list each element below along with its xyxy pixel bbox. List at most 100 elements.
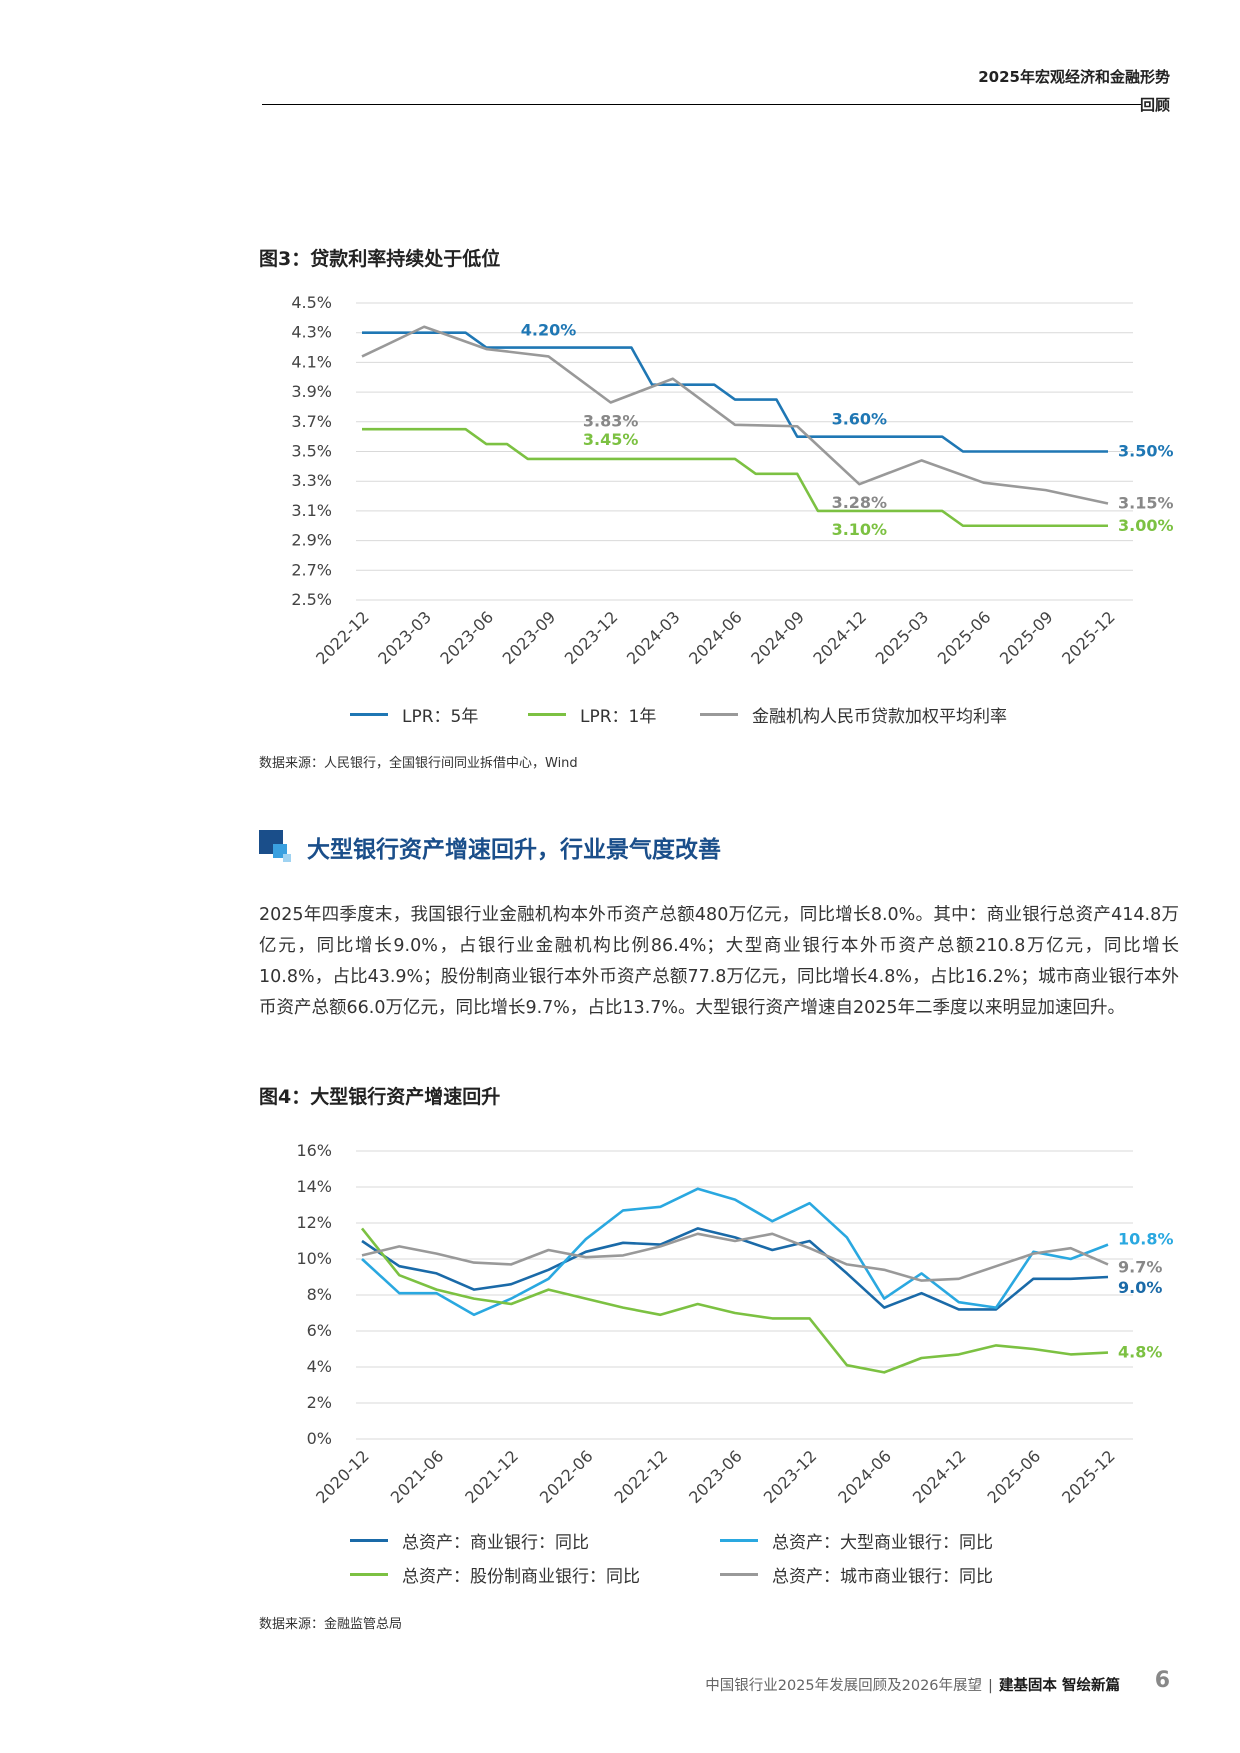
x-tick-label: 2023-06: [685, 1446, 746, 1507]
x-tick-label: 2023-09: [499, 607, 560, 668]
figure4-source: 数据来源：金融监管总局: [259, 1617, 403, 1632]
x-tick-label: 2024-06: [685, 607, 746, 668]
legend-label-lpr5: LPR：5年: [402, 707, 479, 727]
legend-label-commercial: 总资产：商业银行：同比: [402, 1533, 589, 1553]
figure4-legend-commercial: 总资产：商业银行：同比: [350, 1528, 589, 1553]
figure4-legend-large: 总资产：大型商业银行：同比: [720, 1528, 993, 1553]
legend-swatch-city: [720, 1573, 758, 1576]
footer-separator: |: [988, 1678, 993, 1694]
x-tick-label: 2024-09: [747, 607, 808, 668]
data-label: 3.83%: [583, 411, 639, 430]
x-tick-label: 2025-03: [872, 607, 933, 668]
series-line-3: [360, 1227, 1109, 1374]
figure4-legend-joint-stock: 总资产：股份制商业银行：同比: [350, 1562, 640, 1587]
header-title: 2025年宏观经济和金融形势: [978, 68, 1170, 86]
x-tick-label: 2023-03: [374, 607, 435, 668]
series-line-4: [361, 1232, 1109, 1282]
data-label: 9.0%: [1118, 1278, 1162, 1297]
data-label: 3.60%: [832, 410, 888, 429]
series-line-1: [361, 1227, 1109, 1311]
x-tick-label: 2022-12: [611, 1446, 672, 1507]
legend-label-lpr1: LPR：1年: [580, 707, 657, 727]
legend-label-city: 总资产：城市商业银行：同比: [772, 1567, 993, 1587]
x-tick-label: 2022-06: [536, 1446, 597, 1507]
x-tick-label: 2024-12: [809, 607, 870, 668]
series-line-3: [361, 325, 1109, 505]
x-tick-label: 2024-06: [834, 1446, 895, 1507]
page-number: 6: [1154, 1668, 1170, 1693]
data-label: 3.28%: [832, 493, 888, 512]
y-tick-label: 3.9%: [291, 382, 332, 401]
section-paragraph: 2025年四季度末，我国银行业金融机构本外币资产总额480万亿元，同比增长8.0…: [259, 905, 1179, 1018]
y-tick-label: 2%: [307, 1393, 332, 1412]
figure4-legend-city: 总资产：城市商业银行：同比: [720, 1562, 993, 1587]
y-tick-label: 2.7%: [291, 560, 332, 579]
footer: 中国银行业2025年发展回顾及2026年展望 | 建基固本 智绘新篇 6: [0, 1668, 1240, 1700]
legend-swatch-lpr1: [528, 713, 566, 716]
x-tick-label: 2023-06: [436, 607, 497, 668]
data-label: 4.20%: [521, 321, 577, 340]
x-tick-label: 2022-12: [312, 607, 373, 668]
section-heading: 大型银行资产增速回升，行业景气度改善: [259, 830, 721, 864]
x-tick-label: 2024-12: [909, 1446, 970, 1507]
footer-text: 中国银行业2025年发展回顾及2026年展望 | 建基固本 智绘新篇: [705, 1674, 1120, 1695]
header-subtitle: 回顾: [1139, 96, 1170, 114]
y-tick-label: 4.1%: [291, 352, 332, 371]
data-label: 3.00%: [1118, 516, 1174, 535]
y-tick-label: 3.5%: [291, 442, 332, 461]
y-tick-label: 4.3%: [291, 323, 332, 342]
legend-label-joint-stock: 总资产：股份制商业银行：同比: [402, 1567, 640, 1587]
x-tick-label: 2021-12: [461, 1446, 522, 1507]
y-tick-label: 8%: [307, 1285, 332, 1304]
x-tick-label: 2025-12: [1058, 607, 1119, 668]
legend-swatch-lpr5: [350, 713, 388, 716]
y-tick-label: 3.7%: [291, 412, 332, 431]
figure4-chart: 0% 2% 4% 6% 8% 10% 12% 14% 16% 2020-12 2021-06 2021…: [296, 1141, 1174, 1507]
y-tick-label: 4%: [307, 1357, 332, 1376]
data-label: 4.8%: [1118, 1343, 1162, 1362]
y-tick-label: 4.5%: [291, 293, 332, 312]
y-tick-label: 0%: [307, 1429, 332, 1448]
legend-label-loan-rate: 金融机构人民币贷款加权平均利率: [752, 707, 1007, 727]
y-tick-label: 3.3%: [291, 471, 332, 490]
figure3-legend-loan-rate: 金融机构人民币贷款加权平均利率: [700, 702, 1007, 727]
data-label: 3.45%: [583, 430, 639, 449]
y-tick-label: 6%: [307, 1321, 332, 1340]
x-tick-label: 2021-06: [387, 1446, 448, 1507]
figure3-source: 数据来源：人民银行，全国银行间同业拆借中心，Wind: [259, 756, 578, 771]
y-tick-label: 16%: [296, 1141, 332, 1160]
figure3-title: 图3：贷款利率持续处于低位: [259, 248, 501, 270]
figure4-title: 图4：大型银行资产增速回升: [259, 1086, 501, 1108]
figure3-chart: 2.5% 2.7% 2.9% 3.1% 3.3% 3.5% 3.7% 3.9% 4.1% 4.3%…: [291, 293, 1174, 668]
y-tick-label: 10%: [296, 1249, 332, 1268]
y-tick-label: 3.1%: [291, 501, 332, 520]
legend-label-large: 总资产：大型商业银行：同比: [772, 1533, 993, 1553]
section-square-icon: [259, 830, 291, 862]
data-label: 3.10%: [832, 520, 888, 539]
footer-report: 中国银行业2025年发展回顾及2026年展望: [705, 1678, 983, 1694]
x-tick-label: 2024-03: [623, 607, 684, 668]
y-tick-label: 12%: [296, 1213, 332, 1232]
data-label: 3.50%: [1118, 442, 1174, 461]
series-line-2: [361, 1187, 1109, 1317]
figure3-legend-lpr5: LPR：5年: [350, 702, 478, 727]
x-tick-label: 2023-12: [760, 1446, 821, 1507]
data-label: 10.8%: [1118, 1230, 1174, 1249]
x-tick-label: 2023-12: [561, 607, 622, 668]
legend-swatch-commercial: [350, 1539, 388, 1542]
x-tick-label: 2020-12: [312, 1446, 373, 1507]
legend-swatch-joint-stock: [350, 1573, 388, 1576]
header-rule: [262, 104, 1142, 105]
series-line-1: [362, 331, 1108, 453]
y-tick-label: 2.5%: [291, 590, 332, 609]
x-tick-label: 2025-06: [934, 607, 995, 668]
x-tick-label: 2025-09: [996, 607, 1057, 668]
x-tick-label: 2025-12: [1058, 1446, 1119, 1507]
series-line-2: [362, 427, 1108, 528]
y-tick-label: 2.9%: [291, 531, 332, 550]
legend-swatch-large: [720, 1539, 758, 1542]
footer-slogan: 建基固本 智绘新篇: [998, 1678, 1120, 1694]
y-tick-label: 14%: [296, 1177, 332, 1196]
x-tick-label: 2025-06: [984, 1446, 1045, 1507]
figure3-legend-lpr1: LPR：1年: [528, 702, 656, 727]
